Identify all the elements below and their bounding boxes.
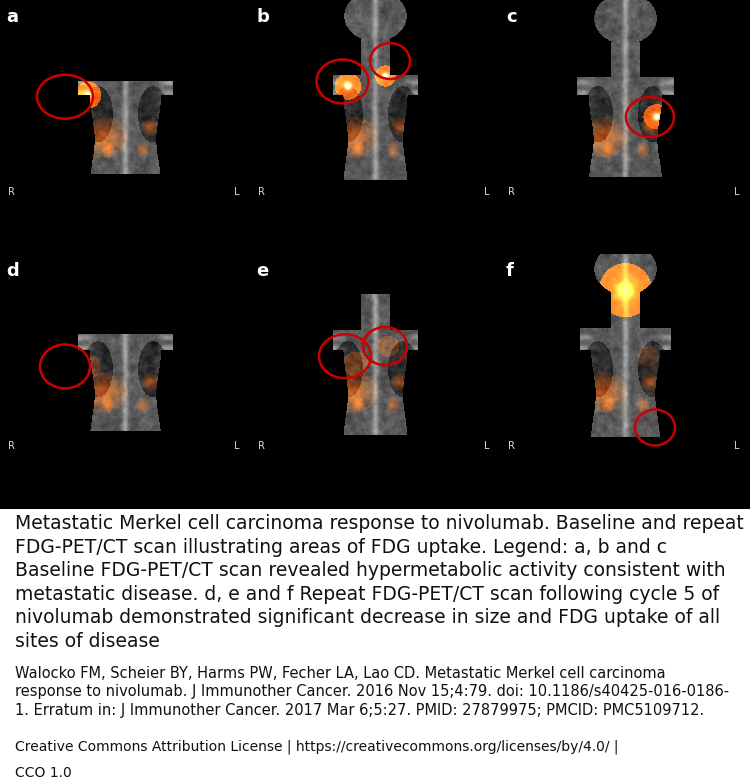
Text: R: R [8, 441, 15, 451]
Text: L: L [484, 186, 490, 197]
Text: Creative Commons Attribution License | https://creativecommons.org/licenses/by/4: Creative Commons Attribution License | h… [15, 740, 622, 754]
Text: f: f [506, 263, 514, 280]
Text: CCO 1.0
Universal (CCO 1.0) Public Domain Dedication | https://creativecommons.o: CCO 1.0 Universal (CCO 1.0) Public Domai… [15, 766, 713, 777]
Text: L: L [234, 441, 239, 451]
Text: L: L [734, 441, 740, 451]
Text: R: R [508, 186, 515, 197]
Text: R: R [258, 186, 265, 197]
Text: L: L [484, 441, 490, 451]
Text: L: L [734, 186, 740, 197]
Text: R: R [8, 186, 15, 197]
Text: b: b [256, 8, 268, 26]
Text: c: c [506, 8, 517, 26]
Text: a: a [6, 8, 18, 26]
Text: Metastatic Merkel cell carcinoma response to nivolumab. Baseline and repeat FDG-: Metastatic Merkel cell carcinoma respons… [15, 514, 744, 651]
Text: Walocko FM, Scheier BY, Harms PW, Fecher LA, Lao CD. Metastatic Merkel cell carc: Walocko FM, Scheier BY, Harms PW, Fecher… [15, 666, 729, 718]
Text: R: R [508, 441, 515, 451]
Text: d: d [6, 263, 19, 280]
Text: e: e [256, 263, 268, 280]
Text: R: R [258, 441, 265, 451]
Text: L: L [234, 186, 239, 197]
